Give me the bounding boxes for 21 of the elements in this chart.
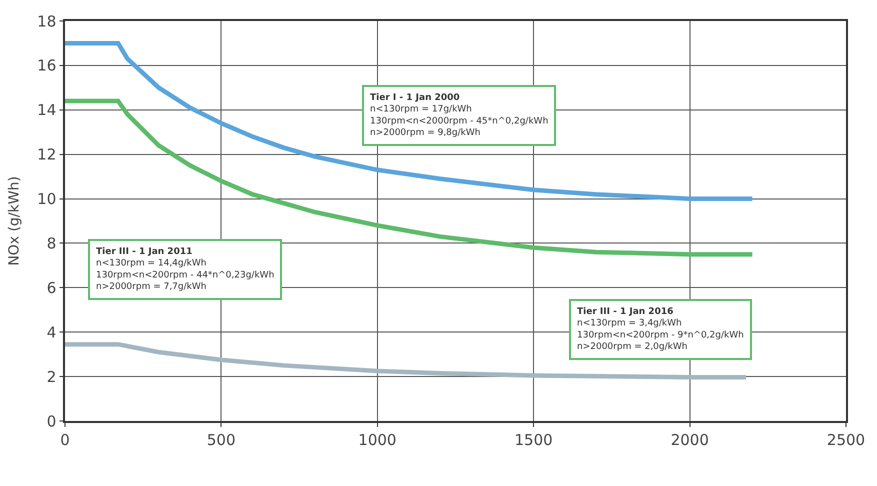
y-tick-label: 4 [46, 323, 56, 342]
annotation: Tier I - 1 Jan 2000 n<130rpm = 17g/kWh 130rpm<n<2000rpm - 45*n^0,2g/kWh n>2000rpm = 9,8g/kWh [370, 93, 548, 138]
x-tick-label: 1500 [514, 430, 553, 449]
y-tick-label: 10 [37, 190, 56, 208]
y-tick-label: 18 [37, 12, 56, 30]
y-tick-label: 12 [37, 146, 56, 164]
annotation: Tier III - 1 Jan 2016 n<130rpm = 3,4g/kWh 130rpm<n<200rpm - 9*n^0,2g/kWh n>2000rpm = 2,0g/kWh [577, 307, 744, 352]
annotation: Tier III - 1 Jan 2011 n<130rpm = 14,4g/kWh 130rpm<n<200rpm - 44*n^0,23g/kWh n>2000rpm = 7,7g/kWh [96, 247, 274, 292]
x-tick-label: 0 [60, 430, 70, 449]
x-tick-label: 1000 [358, 430, 396, 449]
y-tick-label: 8 [46, 234, 56, 252]
y-tick-label: 6 [46, 278, 56, 297]
y-axis-title: NOx (g/kWh) [6, 176, 22, 266]
y-tick-label: 2 [46, 368, 56, 386]
x-tick-label: 500 [206, 430, 236, 449]
y-tick-label: 0 [46, 412, 56, 430]
y-tick-label: 16 [37, 56, 56, 75]
y-tick-label: 14 [37, 101, 56, 120]
line-series [65, 342, 748, 380]
x-tick-label: 2000 [670, 430, 709, 449]
x-tick-label: 2500 [826, 430, 866, 449]
